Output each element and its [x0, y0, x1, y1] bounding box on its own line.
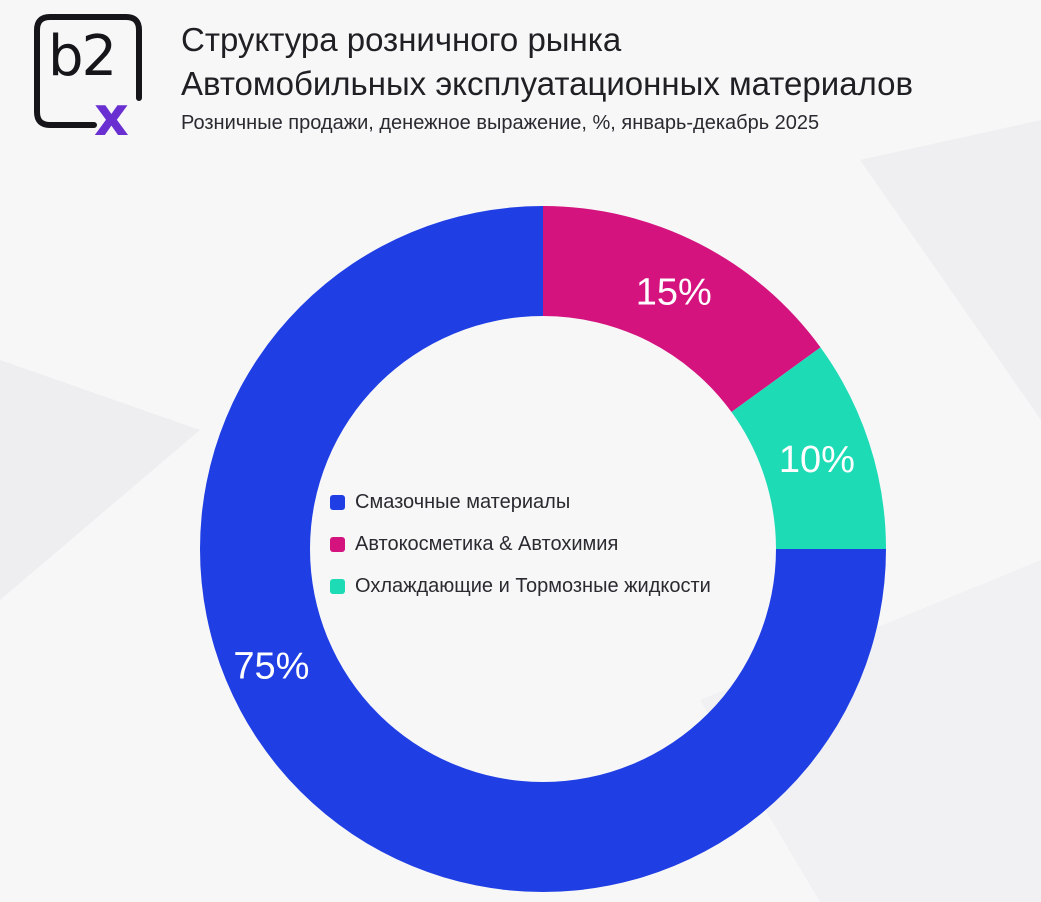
- chart-title: Структура розничного рынка Автомобильных…: [181, 18, 913, 106]
- legend-label: Охлаждающие и Тормозные жидкости: [355, 574, 711, 597]
- chart-subtitle: Розничные продажи, денежное выражение, %…: [181, 112, 820, 134]
- legend-label: Автокосметика & Автохимия: [355, 532, 619, 555]
- donut-slice-0: [543, 206, 821, 413]
- logo-text: b2: [48, 24, 117, 89]
- donut-value-label-0: 15%: [636, 271, 712, 313]
- legend-swatch: [330, 578, 345, 594]
- brand-logo: b2 x: [34, 14, 146, 144]
- logo-x-mark: x: [94, 85, 129, 148]
- chart-title-line-1: Структура розничного рынка: [181, 21, 622, 58]
- donut-value-label-1: 10%: [779, 439, 855, 481]
- legend-swatch: [330, 536, 345, 552]
- legend-label: Смазочные материалы: [355, 490, 571, 513]
- donut-slice-2: [200, 206, 886, 892]
- donut-value-label-2: 75%: [233, 646, 309, 688]
- donut-slice-1: [731, 347, 886, 549]
- legend-item: Автокосметика & Автохимия: [330, 532, 711, 556]
- legend-item: Смазочные материалы: [330, 490, 711, 514]
- legend-swatch: [330, 494, 345, 510]
- chart-title-line-2: Автомобильных эксплуатационных материало…: [181, 65, 914, 102]
- legend-item: Охлаждающие и Тормозные жидкости: [330, 574, 711, 598]
- logo-frame-icon: [34, 14, 142, 128]
- chart-legend: Смазочные материалы Автокосметика & Автох…: [330, 490, 711, 616]
